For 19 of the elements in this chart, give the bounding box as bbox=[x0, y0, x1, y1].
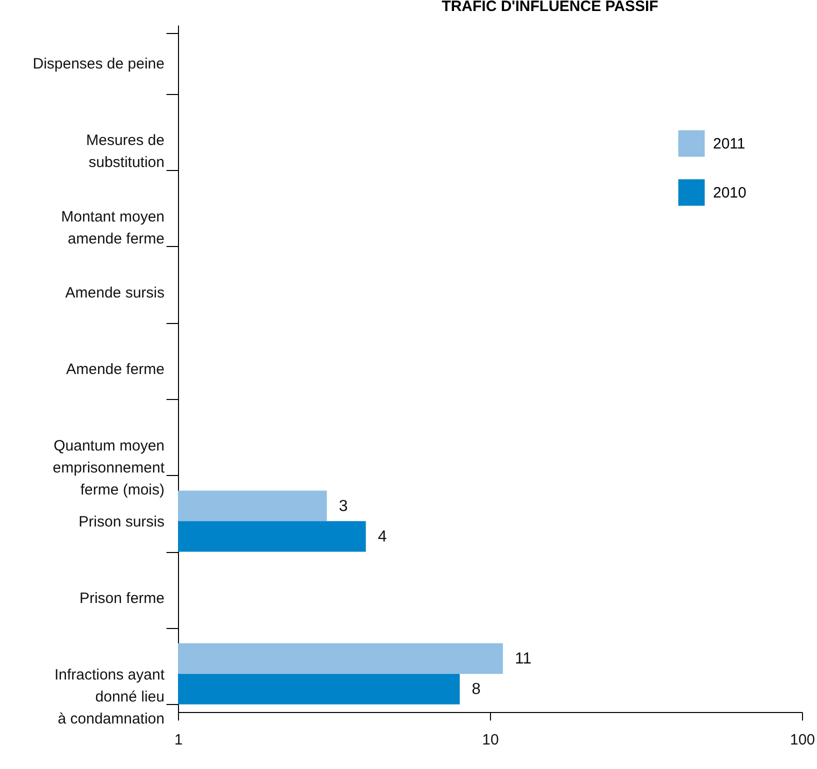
y-tick-label: Mesures de substitution bbox=[86, 132, 164, 171]
y-tick-label: Dispenses de peine bbox=[32, 56, 164, 73]
y-tick-label: Quantum moyen emprisonnement ferme (mois) bbox=[52, 437, 166, 498]
y-tick-label: Prison ferme bbox=[79, 590, 164, 607]
data-label: 11 bbox=[514, 650, 532, 668]
data-label: 4 bbox=[378, 528, 387, 546]
data-label: 8 bbox=[472, 681, 481, 698]
legend-label: 2010 bbox=[713, 184, 746, 202]
y-tick-label: Amende ferme bbox=[66, 361, 164, 378]
y-tick-label: Montant moyen amende ferme bbox=[61, 208, 164, 248]
legend-label: 2011 bbox=[713, 136, 746, 152]
chart-title: TRAFIC D'INFLUENCE PASSIF bbox=[442, 0, 658, 15]
y-tick-label: Prison sursis bbox=[78, 514, 164, 531]
x-tick-label: 100 bbox=[790, 732, 816, 748]
y-tick-label: Infractions ayant donné lieu à condamnation bbox=[54, 666, 166, 728]
x-tick-label: 10 bbox=[482, 732, 499, 748]
x-tick-label: 1 bbox=[174, 732, 183, 748]
data-label: 3 bbox=[338, 498, 348, 515]
y-tick-label: Amende sursis bbox=[65, 284, 164, 302]
